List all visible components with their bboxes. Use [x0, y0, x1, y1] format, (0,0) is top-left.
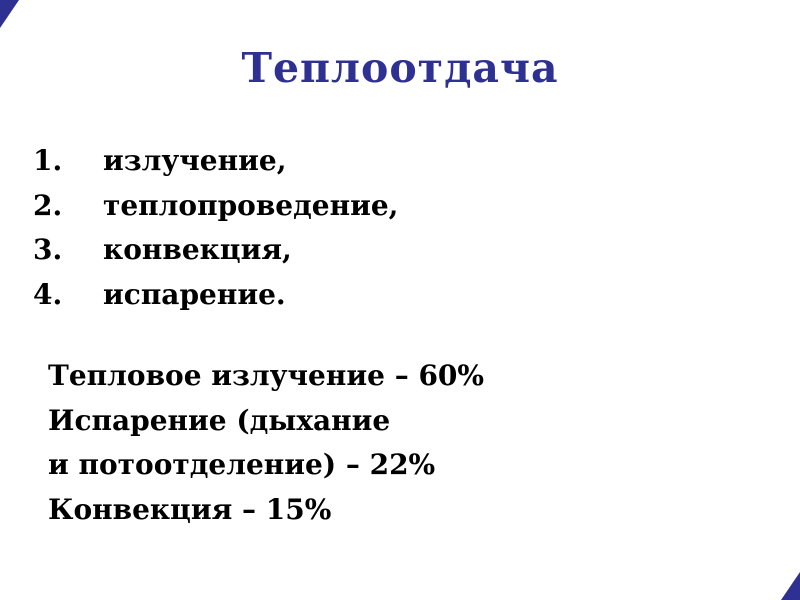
list-item-label: конвекция,	[103, 233, 292, 266]
corner-triangle-top-left-icon	[0, 0, 19, 28]
list-item-number: 4.	[33, 277, 63, 311]
list-item-label: излучение,	[103, 144, 287, 177]
list-item-number: 2.	[33, 188, 63, 222]
stats-line: Тепловое излучение – 60%	[48, 359, 485, 392]
numbered-list: 1. излучение, 2. теплопроведение, 3. кон…	[33, 139, 398, 317]
list-item: 3. конвекция,	[33, 228, 398, 273]
stats-line: и потоотделение) – 22%	[48, 448, 436, 481]
list-item-label: теплопроведение,	[103, 188, 399, 222]
list-item-number: 1.	[33, 144, 63, 177]
page-title: Теплоотдача	[241, 44, 559, 92]
list-item-number: 3.	[33, 233, 63, 266]
stats-block: Тепловое излучение – 60% Испарение (дыха…	[48, 354, 484, 532]
stats-line: Испарение (дыхание	[48, 403, 391, 437]
list-item: 4. испарение.	[33, 273, 398, 318]
corner-triangle-bottom-right-icon	[781, 572, 800, 600]
list-item: 1. излучение,	[33, 139, 398, 184]
list-item: 2. теплопроведение,	[33, 184, 398, 229]
stats-line: Конвекция – 15%	[48, 492, 332, 526]
list-item-label: испарение.	[103, 277, 286, 311]
